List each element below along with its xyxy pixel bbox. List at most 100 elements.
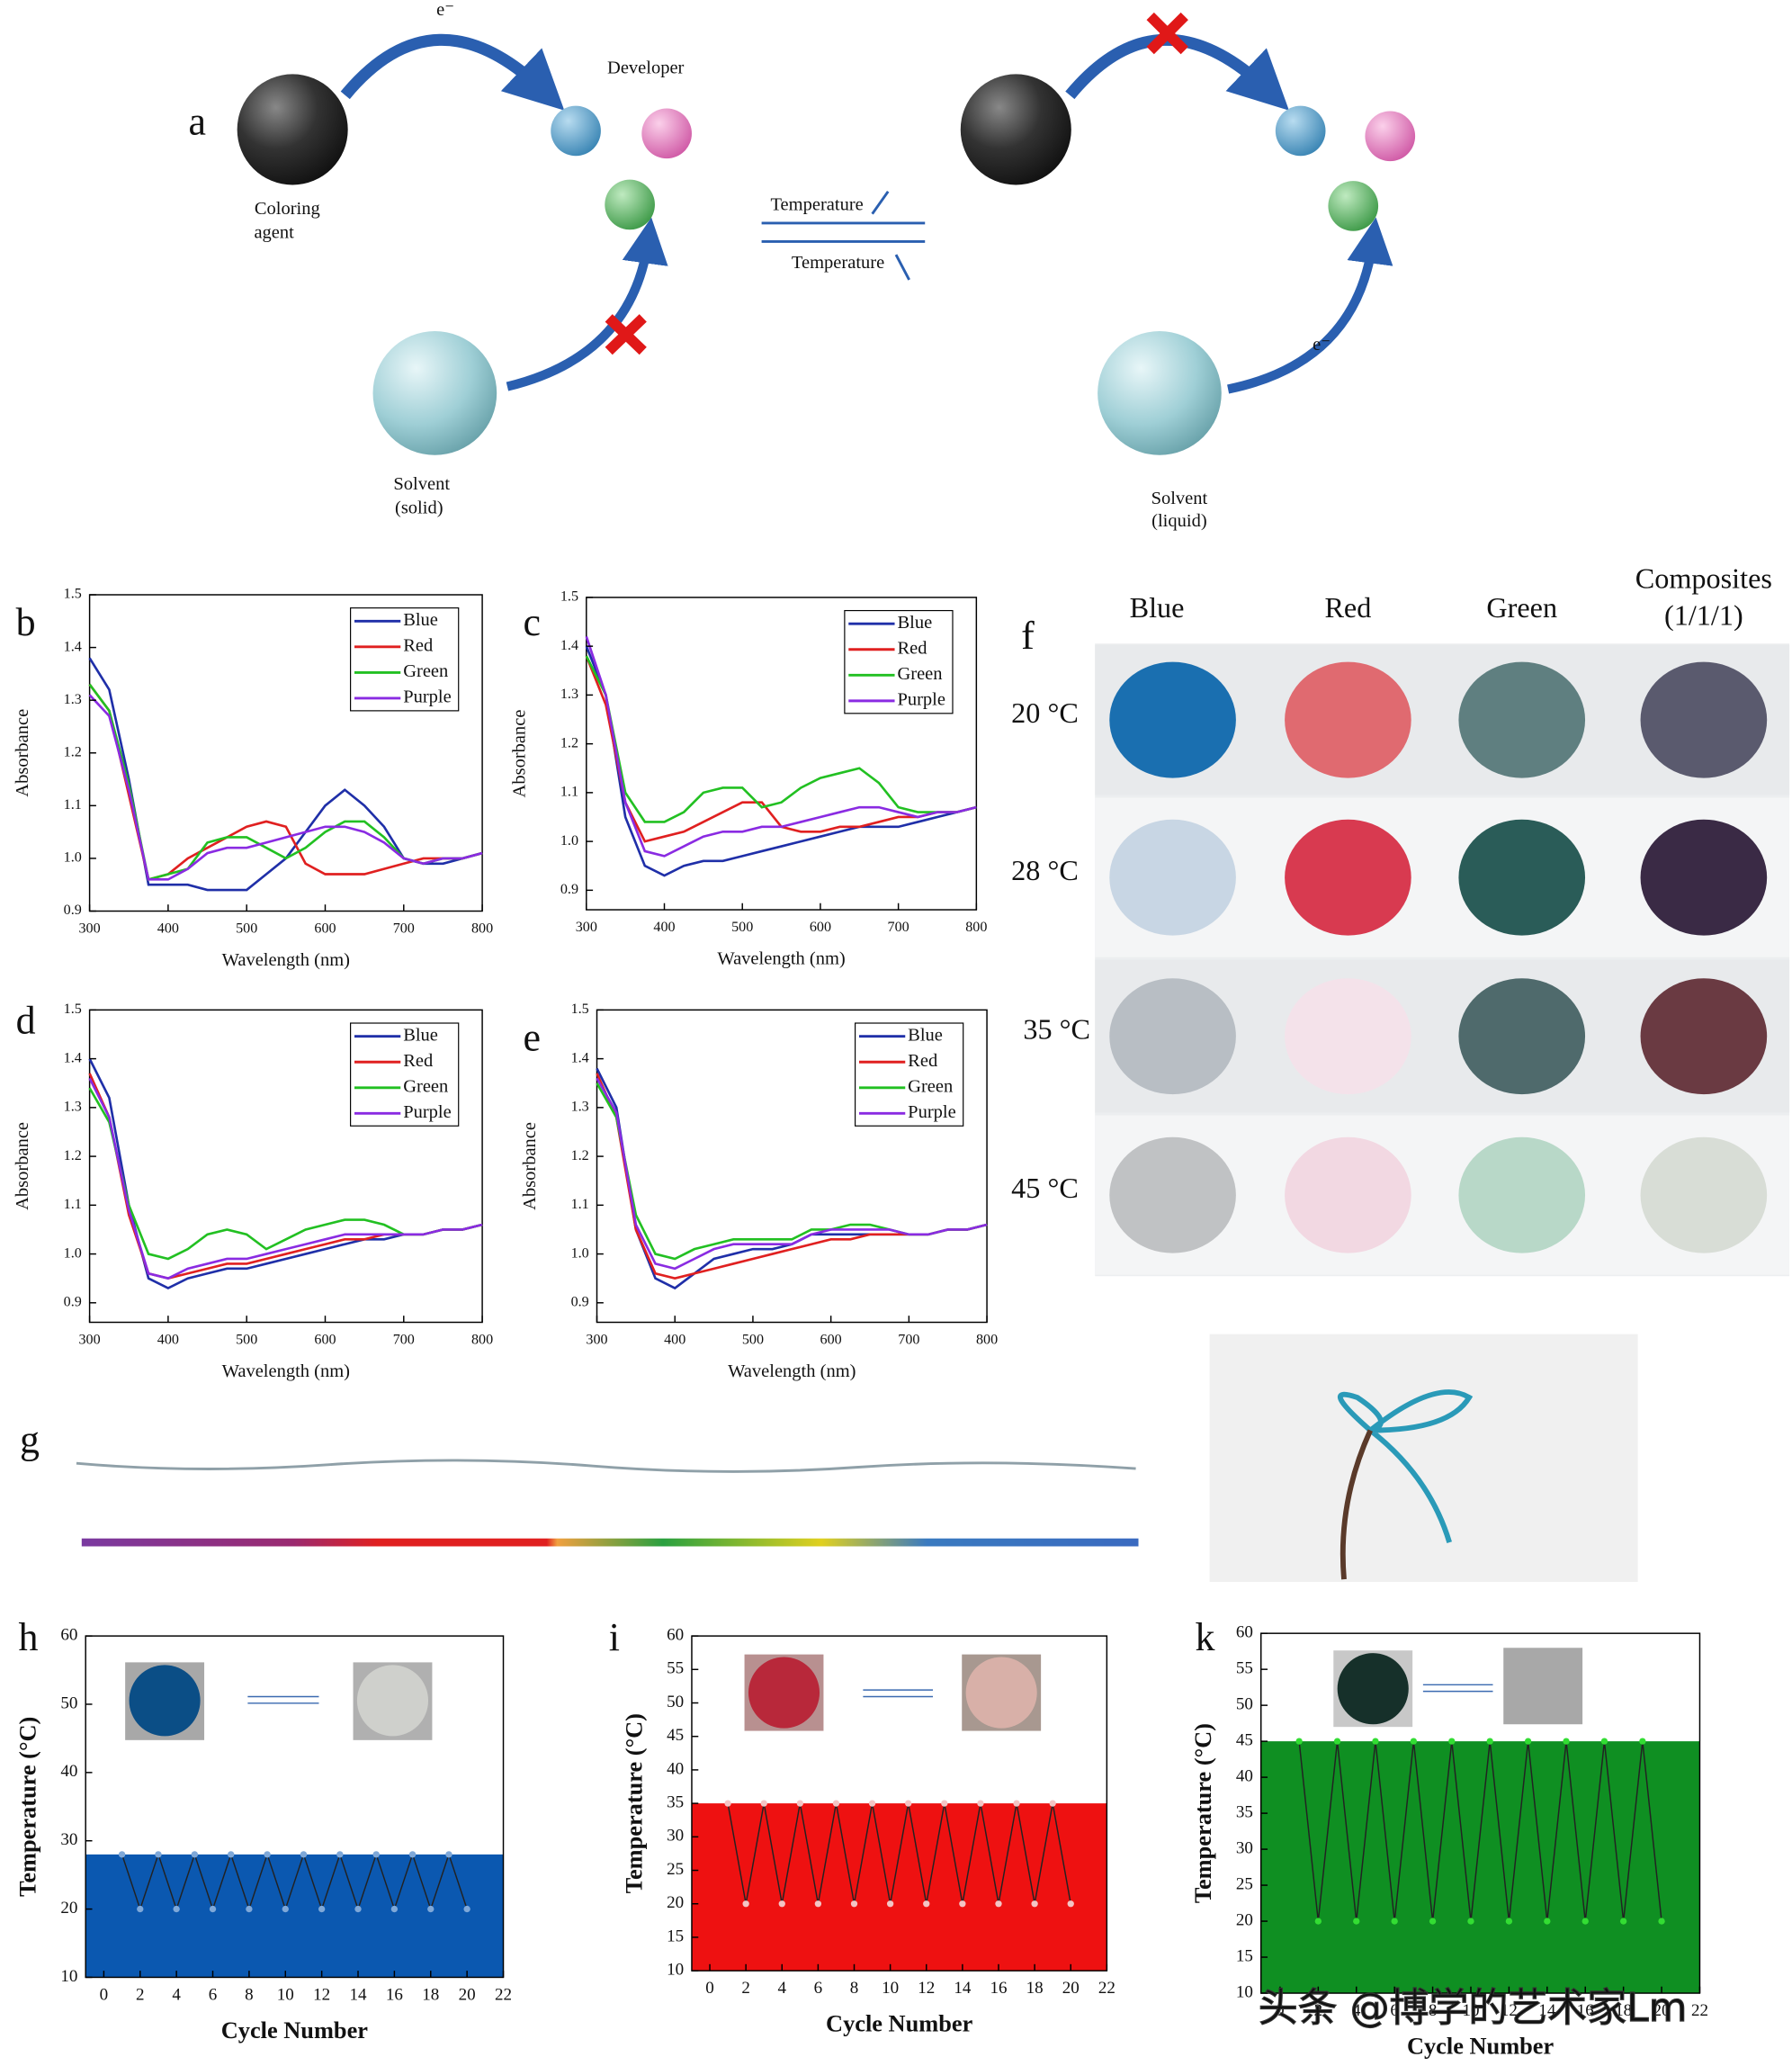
legend-label: Blue xyxy=(403,1025,438,1045)
data-point xyxy=(868,1800,876,1807)
row-label: 28 °C xyxy=(1011,854,1079,886)
data-line xyxy=(88,1077,483,1280)
x-tick-label: 18 xyxy=(1026,1979,1044,1998)
x-tick-label: 2 xyxy=(741,1979,750,1998)
x-tick-label: 6 xyxy=(1390,2001,1399,2020)
column-header: (1/1/1) xyxy=(1664,599,1743,632)
data-point xyxy=(850,1900,858,1908)
legend-label: Purple xyxy=(403,1102,452,1122)
x-tick-label: 18 xyxy=(1615,2001,1632,2020)
x-tick-label: 500 xyxy=(742,1333,764,1348)
y-tick-label: 45 xyxy=(667,1726,684,1745)
y-tick-label: 60 xyxy=(667,1625,684,1644)
x-tick-label: 300 xyxy=(576,920,597,935)
x-tick-label: 4 xyxy=(778,1979,787,1998)
legend-label: Red xyxy=(403,1051,433,1071)
solvent xyxy=(372,331,497,455)
swatch xyxy=(1640,819,1768,936)
x-tick-label: 10 xyxy=(882,1979,899,1998)
developer-sphere xyxy=(551,105,601,157)
y-tick-label: 1.2 xyxy=(64,744,82,759)
y-tick-label: 1.3 xyxy=(571,1100,589,1115)
data-point xyxy=(118,1851,126,1858)
arrow xyxy=(340,33,565,111)
data-point xyxy=(1524,1738,1532,1745)
data-point xyxy=(995,1900,1002,1908)
data-point xyxy=(209,1905,217,1913)
x-axis-label: Cycle Number xyxy=(1407,2034,1555,2060)
panel-label: c xyxy=(523,600,541,644)
panel-f: Blue Red Green Composites (1/1/1) 20 °C 28 °C 3… xyxy=(1011,562,1790,1277)
inset-sample xyxy=(356,1665,429,1737)
y-tick-label: 1.3 xyxy=(64,1100,82,1115)
y-tick-label: 1.3 xyxy=(560,687,578,702)
x-tick-label: 300 xyxy=(79,921,101,937)
swatch xyxy=(1285,1136,1411,1253)
y-axis-label: Absorbance xyxy=(520,1122,540,1210)
area xyxy=(1260,1741,1700,1994)
legend-label: Purple xyxy=(908,1102,956,1122)
swatch xyxy=(1285,978,1411,1095)
solvent xyxy=(1098,331,1222,455)
data-point xyxy=(905,1800,912,1807)
inset-arrows xyxy=(1422,1684,1493,1693)
y-tick-label: 1.0 xyxy=(64,1245,82,1261)
data-point xyxy=(1333,1738,1341,1745)
legend-label: Blue xyxy=(908,1025,943,1045)
x-tick-label: 600 xyxy=(810,920,831,935)
data-point xyxy=(923,1900,930,1908)
y-tick-label: 1.2 xyxy=(64,1148,82,1163)
y-tick-label: 20 xyxy=(1236,1910,1253,1929)
data-point xyxy=(760,1800,767,1807)
y-tick-label: 20 xyxy=(667,1893,684,1912)
data-point xyxy=(1031,1900,1038,1908)
column-header: Red xyxy=(1324,591,1371,624)
legend-box xyxy=(855,1022,964,1127)
y-tick-label: 35 xyxy=(667,1792,684,1811)
data-line xyxy=(585,645,977,877)
data-point xyxy=(796,1800,803,1807)
x-tick-label: 300 xyxy=(79,1333,101,1348)
data-line xyxy=(585,635,977,858)
fiber xyxy=(76,1459,1136,1473)
x-tick-label: 6 xyxy=(209,1985,218,2004)
y-tick-label: 50 xyxy=(667,1693,684,1711)
swatch xyxy=(1109,1136,1236,1253)
data-point xyxy=(941,1800,948,1807)
y-tick-label: 1.2 xyxy=(560,735,578,750)
x-tick-label: 6 xyxy=(814,1979,823,1998)
y-tick-label: 1.5 xyxy=(64,587,82,602)
bow-photo xyxy=(1209,1334,1638,1583)
x-axis-label: Wavelength (nm) xyxy=(717,948,845,968)
column-header: Composites xyxy=(1635,562,1772,595)
y-tick-label: 1.2 xyxy=(571,1148,589,1163)
x-tick-label: 0 xyxy=(705,1979,714,1998)
inset-sample xyxy=(129,1665,201,1737)
x-tick-label: 600 xyxy=(314,1333,336,1348)
y-tick-label: 0.9 xyxy=(64,903,82,918)
data-point xyxy=(300,1851,308,1858)
x-tick-label: 500 xyxy=(236,921,257,937)
data-line xyxy=(1298,1741,1662,1922)
x-tick-label: 14 xyxy=(350,1985,368,2004)
y-tick-label: 60 xyxy=(60,1625,77,1644)
fiber-colored xyxy=(81,1538,1139,1547)
column-header: Green xyxy=(1486,591,1557,624)
panel-label: e xyxy=(523,1016,541,1060)
x-tick-label: 700 xyxy=(898,1333,919,1348)
swatch xyxy=(1458,1136,1586,1253)
panel-label: k xyxy=(1195,1615,1214,1659)
data-point xyxy=(1372,1738,1379,1745)
area xyxy=(85,1854,504,1978)
data-point xyxy=(408,1851,417,1858)
x-tick-label: 2 xyxy=(1314,2001,1323,2020)
y-tick-label: 45 xyxy=(1236,1731,1253,1750)
data-point xyxy=(155,1851,162,1858)
swatch xyxy=(1109,978,1236,1095)
data-point xyxy=(1658,1918,1665,1925)
x-tick-label: 400 xyxy=(664,1333,685,1348)
y-tick-label: 1.4 xyxy=(64,639,82,654)
row-label: 20 °C xyxy=(1011,696,1079,729)
data-line xyxy=(88,683,483,881)
